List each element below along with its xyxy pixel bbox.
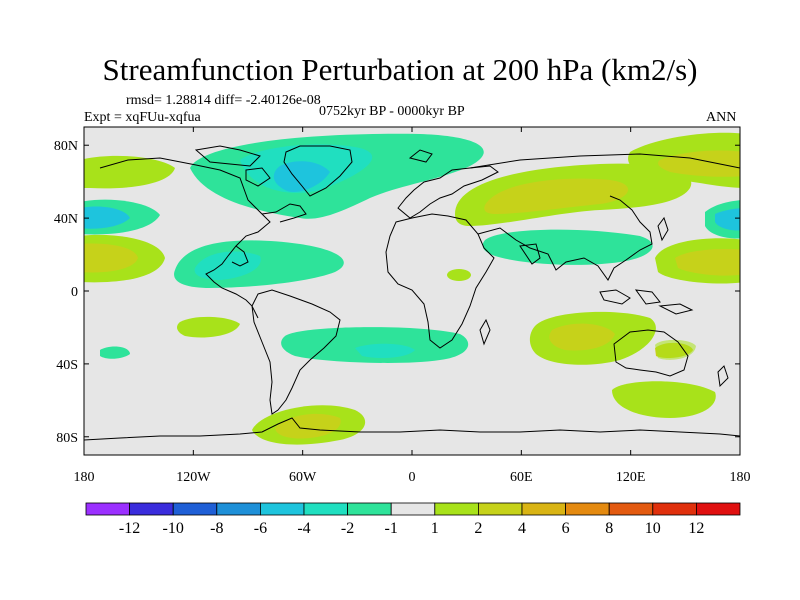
latitude-axis: 80N 40N 0 40S 80S [54,139,740,446]
colorbar-swatch [696,502,741,516]
lat-tick-label: 40S [56,358,78,373]
colorbar-label: 4 [518,520,526,537]
colorbar-swatch [390,502,436,516]
colorbar-label: -1 [385,520,398,537]
colorbar-label: -10 [163,520,184,537]
lat-tick-label: 0 [71,285,78,300]
lat-tick-label: 80N [54,139,78,154]
colorbar-label: -4 [297,520,310,537]
colorbar: -12 -10 -8 -6 -4 -2 -1 1 2 4 6 8 10 12 [85,502,741,537]
colorbar-label: 10 [645,520,661,537]
lon-tick-label: 60E [510,470,533,485]
lon-tick-label: 120E [616,470,646,485]
colorbar-label: -12 [119,520,140,537]
colorbar-label: 8 [605,520,613,537]
colorbar-label: -8 [210,520,223,537]
colorbar-swatch [216,502,261,516]
period-label: 0752kyr BP - 0000kyr BP [319,104,465,119]
colorbar-label: 12 [688,520,704,537]
lat-tick-label: 80S [56,431,78,446]
colorbar-swatch [652,502,697,516]
colorbar-swatch [521,502,566,516]
experiment-label: Expt = xqFUu-xqfua [84,110,201,125]
colorbar-swatch [565,502,610,516]
colorbar-swatch [434,502,479,516]
colorbar-swatch [172,502,218,516]
colorbar-label: 2 [474,520,482,537]
colorbar-swatch [303,502,348,516]
colorbar-swatch [129,502,174,516]
lat-tick-label: 40N [54,212,78,227]
lon-tick-label: 60W [289,470,317,485]
coastlines [84,145,740,441]
colorbar-swatch [477,502,523,516]
map-title: Streamfunction Perturbation at 200 hPa (… [102,52,698,87]
colorbar-swatch [608,502,654,516]
colorbar-label: 1 [431,520,439,537]
colorbar-label: -6 [254,520,267,537]
colorbar-swatch [259,502,305,516]
lon-tick-label: 0 [409,470,416,485]
lon-tick-label: 180 [74,470,95,485]
colorbar-swatch [347,502,392,516]
longitude-axis: 180 120W 60W 0 60E 120E 180 [74,127,751,485]
colorbar-label: 6 [562,520,570,537]
lon-tick-label: 180 [730,470,751,485]
lon-tick-label: 120W [176,470,211,485]
season-label: ANN [706,110,737,125]
contour-fills [84,132,740,445]
rmsd-stats: rmsd= 1.28814 diff= -2.40126e-08 [126,93,321,108]
colorbar-swatch [85,502,130,516]
colorbar-label: -2 [341,520,354,537]
